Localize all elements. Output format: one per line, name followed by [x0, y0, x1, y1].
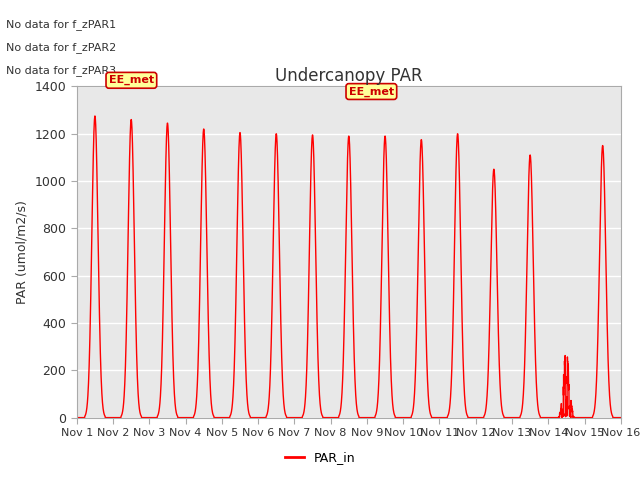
- Text: EE_met: EE_met: [349, 86, 394, 96]
- Y-axis label: PAR (umol/m2/s): PAR (umol/m2/s): [16, 200, 29, 304]
- Text: No data for f_zPAR3: No data for f_zPAR3: [6, 65, 116, 76]
- Text: No data for f_zPAR2: No data for f_zPAR2: [6, 42, 116, 53]
- Text: No data for f_zPAR1: No data for f_zPAR1: [6, 19, 116, 30]
- Legend: PAR_in: PAR_in: [280, 446, 360, 469]
- Text: EE_met: EE_met: [109, 75, 154, 85]
- Title: Undercanopy PAR: Undercanopy PAR: [275, 67, 422, 85]
